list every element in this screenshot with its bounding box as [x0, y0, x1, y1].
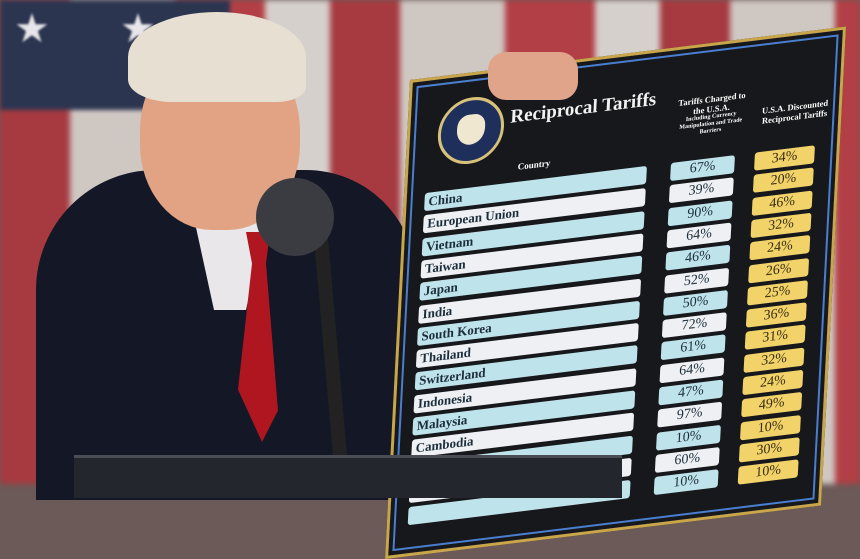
discounted-cell: 10% [737, 459, 799, 485]
star-icon: ★ [14, 7, 50, 51]
charged-cell: 90% [667, 199, 733, 226]
discounted-cell: 30% [738, 437, 800, 463]
header-charged: Tariffs Charged to the U.S.A. Including … [670, 89, 752, 140]
table-row: Switzerland 61% 31% [414, 324, 806, 391]
table-row: 10% 10% [407, 459, 799, 526]
table-row: European Union 39% 20% [422, 167, 814, 234]
charged-cell: 10% [653, 469, 719, 496]
charged-cell: 52% [664, 267, 730, 294]
discounted-cell: 24% [742, 369, 804, 396]
table-row: Thailand 72% 36% [415, 302, 807, 369]
header-discounted: U.S.A. Discounted Reciprocal Tariffs [761, 97, 829, 126]
charged-cell: 60% [654, 446, 720, 473]
discounted-cell: 20% [752, 167, 814, 194]
charged-cell: 64% [659, 357, 725, 384]
discounted-cell: 26% [748, 257, 810, 283]
table-row: South Korea 50% 25% [417, 279, 808, 346]
table-row: Japan 46% 24% [419, 235, 811, 302]
microphone-icon [256, 178, 334, 256]
charged-cell: 47% [658, 379, 724, 406]
discounted-cell: 46% [751, 190, 813, 216]
charged-cell: 64% [666, 222, 732, 249]
charged-cell: 97% [657, 401, 723, 428]
table-row: China 67% 34% [424, 145, 815, 212]
table-row: Malaysia 47% 24% [412, 369, 804, 436]
charged-cell: 46% [665, 244, 731, 271]
discounted-cell: 31% [744, 324, 806, 351]
table-row: Indonesia 64% 32% [413, 347, 805, 414]
charged-cell: 72% [661, 312, 727, 339]
header-country: Country [517, 157, 551, 172]
discounted-cell: 10% [740, 414, 801, 441]
discounted-cell: 24% [749, 235, 811, 261]
speaker-hair [128, 12, 306, 102]
table-row: Vietnam 90% 46% [421, 190, 813, 257]
table-row: India 52% 26% [418, 257, 810, 324]
presidential-seal-icon [436, 93, 506, 168]
charged-cell: 67% [670, 155, 735, 182]
discounted-cell: 32% [750, 212, 812, 239]
discounted-cell: 36% [745, 302, 807, 328]
discounted-cell: 49% [741, 392, 803, 418]
podium [74, 455, 622, 498]
discounted-cell: 34% [754, 145, 815, 171]
header-charged-subtitle: Including Currency Manipulation and Trad… [679, 110, 743, 136]
discounted-cell: 25% [747, 279, 808, 306]
hand-holding-board [488, 52, 578, 100]
discounted-cell: 32% [743, 347, 805, 373]
charged-cell: 10% [656, 424, 721, 451]
charged-cell: 50% [663, 289, 728, 316]
charged-cell: 61% [660, 334, 726, 361]
charged-cell: 39% [668, 177, 734, 204]
table-row: Taiwan 64% 32% [420, 212, 812, 279]
